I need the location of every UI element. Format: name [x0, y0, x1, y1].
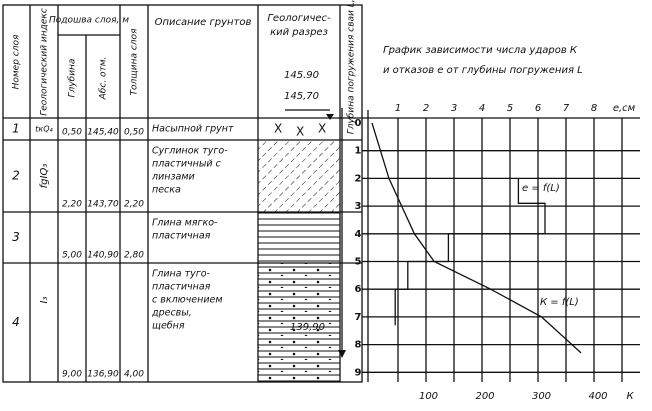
layer-no: 1: [12, 122, 20, 136]
layer-no: 4: [12, 315, 20, 329]
abs-mark: 136,90: [87, 370, 119, 380]
depth-tick-label: 9: [355, 367, 362, 378]
header-label: Толщина слоя: [130, 28, 140, 96]
graph-title: и отказов е от глубины погружения L: [383, 64, 583, 76]
depth-tick-label: 0: [355, 118, 362, 129]
depth-tick-label: 6: [355, 284, 362, 295]
e-tick-label: 2: [423, 103, 429, 114]
description: Глина туго-: [152, 269, 211, 280]
thickness: 2,20: [124, 200, 144, 210]
e-tick-label: 8: [591, 103, 597, 114]
abs-mark: 145,40: [87, 128, 119, 138]
thickness: 0,50: [124, 128, 144, 138]
e-tick-label: 3: [451, 103, 457, 114]
description: с включением: [152, 295, 223, 306]
e-tick-label: 1: [395, 103, 401, 114]
header-label: Геологический индекс: [40, 8, 50, 116]
description: Суглинок туго-: [152, 146, 228, 157]
e-tick-label: 7: [563, 103, 570, 114]
header-label: Глубина: [68, 59, 78, 98]
e-tick-label: 5: [507, 103, 513, 114]
header-label: Абс. отм.: [99, 57, 109, 101]
section-mark: 145.90: [284, 70, 319, 81]
layer-no: 3: [12, 230, 20, 244]
curve-label: е = f(L): [522, 183, 560, 194]
thickness: 2,80: [124, 251, 144, 261]
svg-text:X: X: [274, 122, 282, 136]
abs-mark: 140,90: [87, 251, 119, 261]
thickness: 4,00: [124, 370, 144, 380]
k-tick-label: 400: [588, 391, 607, 402]
depth: 5,00: [62, 251, 82, 261]
abs-mark: 143,70: [87, 200, 119, 210]
description: Насыпной грунт: [152, 124, 234, 135]
header-label: Подошва слоя, м: [49, 16, 129, 26]
depth: 0,50: [62, 128, 82, 138]
graph-title: График зависимости числа ударов К: [383, 45, 578, 56]
description: щебня: [152, 321, 185, 332]
e-unit: е,см: [613, 103, 636, 114]
e-curve: [394, 178, 546, 326]
depth-tick-label: 2: [355, 173, 362, 184]
header-label: Описание грунтов: [155, 17, 252, 28]
section-mark: 145,70: [284, 91, 319, 102]
geo-index: tкQ₄: [35, 125, 53, 134]
depth-tick-label: 1: [355, 146, 362, 157]
k-tick-label: 100: [419, 391, 438, 402]
depth-tick-label: 4: [355, 229, 362, 240]
k-unit: К: [626, 391, 634, 402]
e-tick-label: 6: [535, 103, 541, 114]
header-label: Глубина погружения сваи L, м: [347, 0, 357, 134]
svg-text:X: X: [296, 125, 304, 139]
k-tick-label: 300: [532, 391, 551, 402]
depth-tick-label: 7: [355, 312, 362, 323]
description: Глина мягко-: [152, 218, 218, 229]
header-label: Номер слоя: [12, 34, 22, 89]
description: дресвы,: [151, 308, 192, 319]
depth-tick-label: 3: [355, 201, 362, 212]
header-label: кий разрез: [270, 27, 328, 38]
description: пластичный с: [152, 159, 222, 170]
description: песка: [152, 185, 181, 196]
depth-tick-label: 8: [355, 340, 362, 351]
description: линзами: [151, 172, 195, 183]
depth: 2,20: [62, 200, 82, 210]
geo-index: fgIQ₃: [39, 164, 50, 189]
geo-index: I₃: [39, 297, 50, 304]
curve-label: К = f(L): [540, 297, 579, 308]
e-tick-label: 4: [479, 103, 485, 114]
description: пластичная: [152, 231, 211, 242]
k-tick-label: 200: [475, 391, 494, 402]
k-curve: [371, 122, 582, 354]
description: пластичная: [152, 282, 211, 293]
section-mark: 139,90: [290, 322, 325, 333]
header-label: Геологичес-: [267, 13, 331, 24]
depth: 9,00: [62, 370, 82, 380]
svg-text:X: X: [318, 122, 326, 136]
depth-tick-label: 5: [355, 257, 362, 268]
layer-no: 2: [12, 169, 20, 183]
